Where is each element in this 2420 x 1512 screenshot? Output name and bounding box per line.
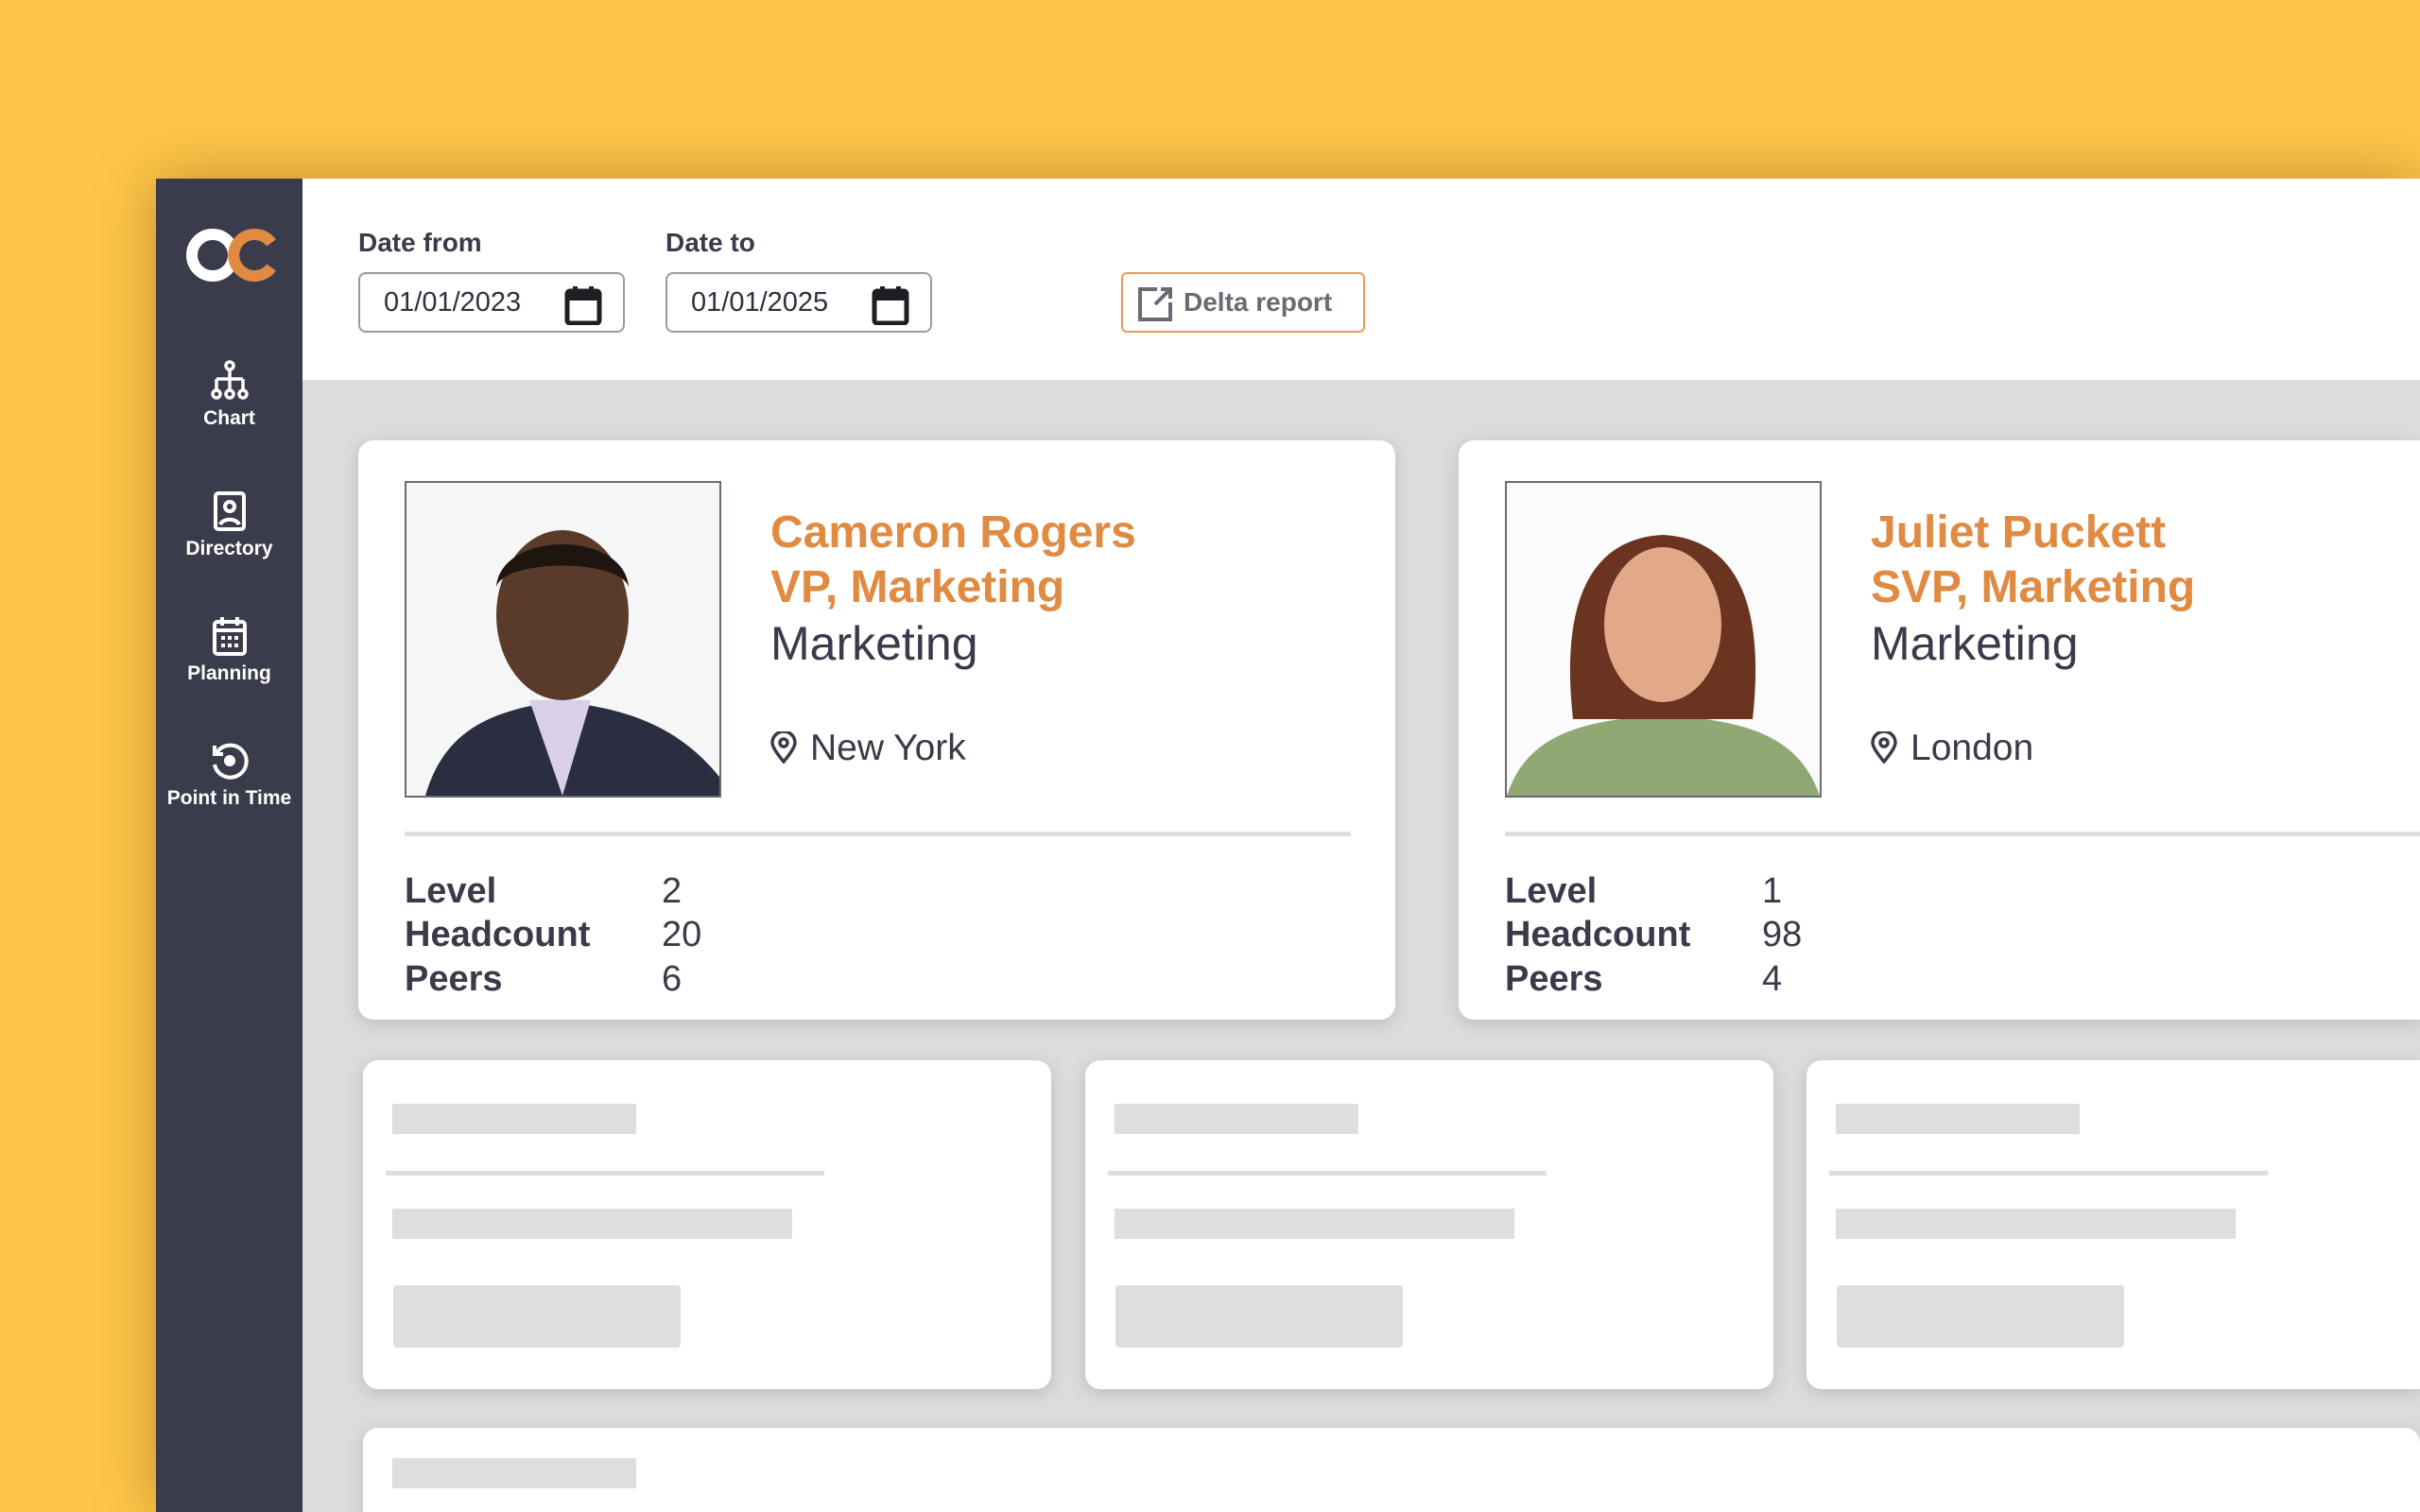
date-to-label: Date to	[666, 228, 755, 257]
delta-report-label: Delta report	[1184, 287, 1333, 317]
sidebar-item-planning[interactable]: Planning	[156, 615, 302, 685]
person-name[interactable]: Juliet Puckett	[1871, 507, 2167, 558]
app-window: Chart Directory Planning Point in Time D…	[156, 179, 2420, 1512]
skeleton-card	[363, 1060, 1051, 1389]
calendar-icon	[212, 617, 247, 656]
skeleton-card	[1085, 1060, 1773, 1389]
sidebar-item-label: Chart	[203, 407, 255, 429]
stat-label: Headcount	[1505, 915, 1691, 954]
stat-value: 6	[662, 959, 683, 999]
divider	[1505, 832, 2420, 836]
stat-value: 1	[1762, 871, 1783, 911]
stat-label: Peers	[405, 959, 503, 999]
person-location: London	[1871, 728, 2033, 769]
directory-icon	[213, 491, 246, 531]
location-pin-icon	[770, 730, 797, 765]
person-card[interactable]: Juliet Puckett SVP, Marketing Marketing …	[1459, 440, 2420, 1020]
skeleton-card	[1806, 1060, 2420, 1389]
person-department: Marketing	[1871, 617, 2079, 670]
stat-label: Headcount	[405, 915, 591, 954]
person-card[interactable]: Cameron Rogers VP, Marketing Marketing N…	[358, 440, 1395, 1020]
date-from-input[interactable]: 01/01/2023	[358, 272, 625, 333]
location-pin-icon	[1871, 730, 1897, 765]
stat-value: 20	[662, 915, 702, 954]
person-department: Marketing	[770, 617, 978, 670]
sidebar-item-label: Planning	[187, 662, 271, 684]
sidebar-item-point-in-time[interactable]: Point in Time	[156, 740, 302, 810]
stat-label: Level	[405, 871, 497, 911]
external-link-icon	[1138, 287, 1172, 321]
stat-label: Level	[1505, 871, 1598, 911]
date-to-input[interactable]: 01/01/2025	[666, 272, 932, 333]
date-from-value: 01/01/2023	[384, 287, 522, 318]
org-chart-icon	[210, 360, 249, 400]
person-role: VP, Marketing	[770, 562, 1065, 612]
sidebar-item-directory[interactable]: Directory	[156, 490, 302, 560]
app-logo	[186, 229, 276, 282]
sidebar-item-chart[interactable]: Chart	[156, 360, 302, 430]
stat-label: Peers	[1505, 959, 1603, 999]
date-to-value: 01/01/2025	[691, 287, 829, 318]
history-icon	[212, 743, 249, 780]
sidebar: Chart Directory Planning Point in Time	[156, 179, 302, 1512]
divider	[405, 832, 1351, 836]
person-name[interactable]: Cameron Rogers	[770, 507, 1136, 558]
delta-report-button[interactable]: Delta report	[1121, 272, 1365, 333]
stat-value: 2	[662, 871, 683, 911]
person-location: New York	[770, 728, 966, 769]
sidebar-item-label: Directory	[185, 538, 273, 559]
location-text: New York	[810, 728, 966, 768]
calendar-icon[interactable]	[564, 285, 602, 325]
skeleton-card	[363, 1428, 2420, 1512]
sidebar-item-label: Point in Time	[166, 787, 292, 809]
stat-value: 4	[1762, 959, 1783, 999]
date-from-label: Date from	[358, 228, 482, 257]
stat-value: 98	[1762, 915, 1803, 954]
location-text: London	[1910, 728, 2034, 768]
person-photo	[405, 481, 721, 798]
calendar-icon[interactable]	[872, 285, 909, 325]
person-photo	[1505, 481, 1822, 798]
person-role: SVP, Marketing	[1871, 562, 2196, 612]
filter-header: Date from 01/01/2023 Date to 01/01/2025 …	[302, 179, 2420, 380]
